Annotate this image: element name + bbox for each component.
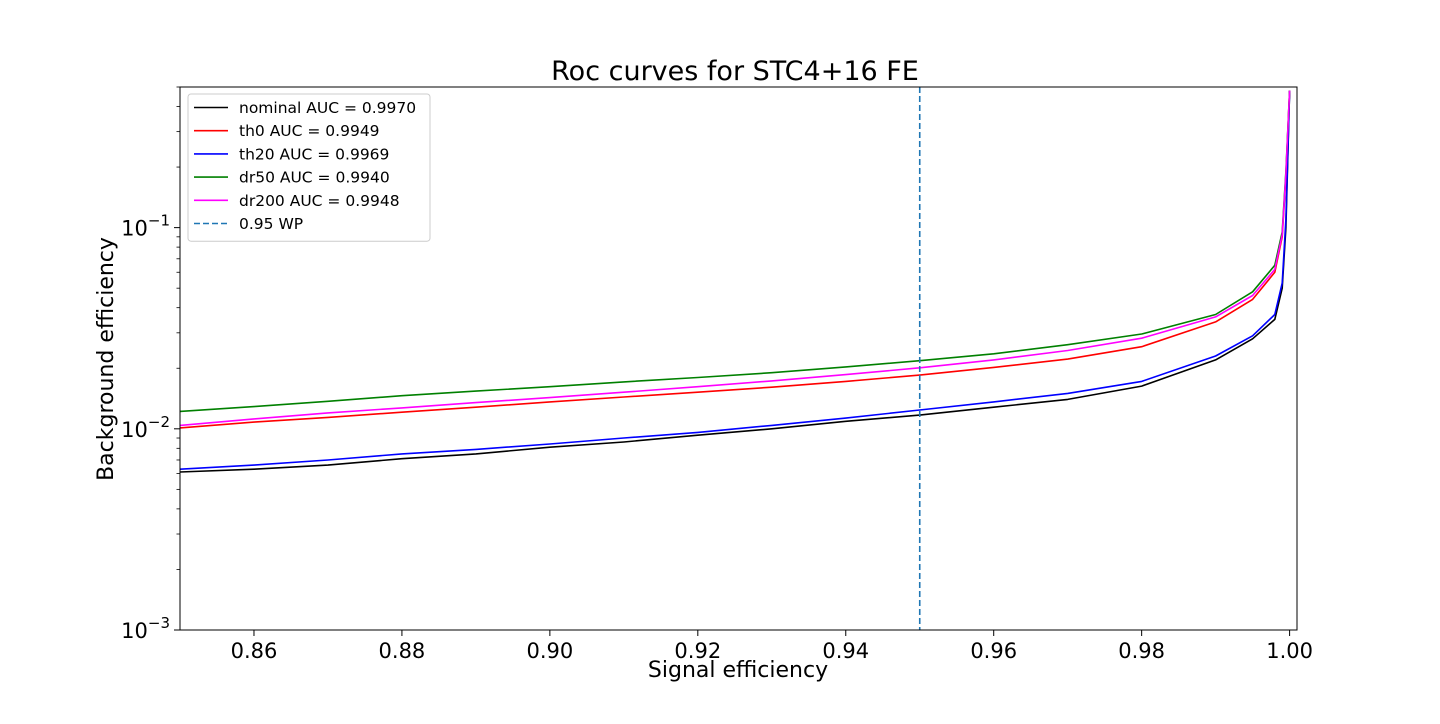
legend-entry-label: th20 AUC = 0.9969 — [239, 145, 389, 163]
legend-entry-label: dr200 AUC = 0.9948 — [239, 192, 400, 210]
curves-layer — [180, 90, 1291, 473]
x-axis-label: Signal efficiency — [648, 658, 828, 683]
x-tick-label: 0.94 — [822, 639, 869, 663]
y-tick-label: 10−1 — [121, 212, 170, 241]
y-axis-label: Background efficiency — [94, 237, 119, 481]
y-tick-label: 10−2 — [121, 413, 170, 442]
series-line-1 — [180, 90, 1291, 429]
legend-entry-label: th0 AUC = 0.9949 — [239, 122, 380, 140]
x-tick-label: 0.90 — [526, 639, 573, 663]
x-axis: 0.86 0.88 0.90 0.92 0.94 0.96 0.98 1.00 — [231, 630, 1313, 663]
x-tick-label: 0.98 — [1118, 639, 1165, 663]
y-axis: 10−3 10−2 10−1 — [121, 86, 180, 643]
legend: nominal AUC = 0.9970 th0 AUC = 0.9949 th20… — [187, 93, 431, 242]
chart-title: Roc curves for STC4+16 FE — [551, 56, 919, 87]
plot-frame — [179, 86, 1298, 631]
legend-entry-label: dr50 AUC = 0.9940 — [239, 169, 390, 187]
legend-box — [187, 93, 431, 242]
x-tick-label: 0.88 — [379, 639, 426, 663]
x-tick-label: 1.00 — [1266, 639, 1313, 663]
series-line-0 — [180, 90, 1291, 473]
series-line-2 — [180, 90, 1291, 470]
x-tick-label: 0.86 — [231, 639, 278, 663]
legend-entry-label: 0.95 WP — [239, 215, 303, 233]
series-line-3 — [180, 90, 1291, 413]
legend-entry-label: nominal AUC = 0.9970 — [239, 99, 416, 117]
x-tick-label: 0.92 — [674, 639, 721, 663]
y-tick-label: 10−3 — [121, 614, 170, 643]
x-tick-label: 0.96 — [970, 639, 1017, 663]
series-line-4 — [180, 90, 1291, 427]
